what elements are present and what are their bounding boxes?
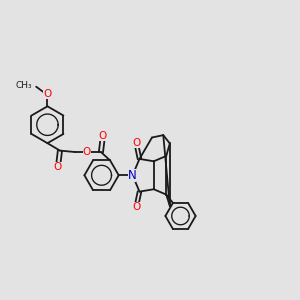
- Text: O: O: [43, 89, 52, 99]
- Text: N: N: [128, 169, 136, 182]
- Text: O: O: [53, 162, 62, 172]
- Text: O: O: [82, 147, 91, 157]
- Text: O: O: [132, 139, 141, 148]
- Text: CH₃: CH₃: [16, 81, 33, 90]
- Text: O: O: [132, 202, 141, 212]
- Text: O: O: [99, 131, 107, 141]
